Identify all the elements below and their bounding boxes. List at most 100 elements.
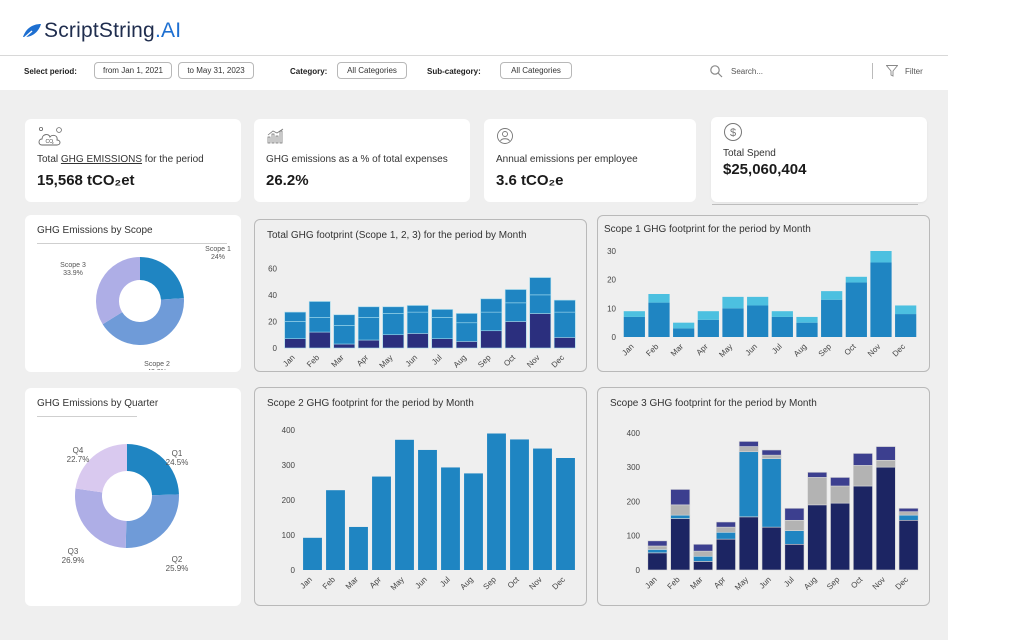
x-tick-label: Dec — [894, 575, 910, 591]
donut-slice-scope-1 — [140, 257, 184, 300]
bar-may-s2 — [738, 451, 759, 518]
bar-may-s4 — [738, 441, 759, 447]
panel-by-scope: GHG Emissions by Scope Scope 1 24% Scope 2… — [25, 215, 241, 372]
bar-aug-s4 — [807, 471, 828, 478]
bar-dec-s3 — [898, 511, 919, 516]
bar-aug-s1 — [455, 341, 478, 349]
dollar-icon: $ — [724, 123, 742, 141]
y-tick-label: 0 — [636, 566, 641, 575]
kpi-pct-expenses-value: 26.2% — [266, 172, 309, 189]
x-tick-label: Apr — [712, 575, 727, 590]
x-tick-label: Jul — [430, 353, 444, 367]
period-to-field[interactable]: to May 31, 2023 — [178, 62, 254, 79]
bar-may-s3 — [738, 446, 759, 453]
search-input[interactable]: Search... — [731, 67, 764, 76]
x-tick-label: May — [733, 575, 750, 592]
donut-slice-q3 — [75, 488, 127, 548]
x-tick-label: Jun — [404, 353, 419, 368]
donut-pct-label: 26.9% — [62, 556, 85, 565]
y-tick-label: 200 — [282, 496, 296, 505]
y-tick-label: 30 — [607, 247, 616, 256]
bar-oct-s1 — [845, 282, 867, 337]
bar-apr-s1 — [357, 339, 380, 349]
donut-label: Q3 — [68, 547, 79, 556]
y-tick-label: 300 — [282, 461, 296, 470]
x-tick-label: Jul — [782, 575, 796, 589]
bar-aug-s3 — [807, 477, 828, 506]
bar-jun-s1 — [406, 333, 429, 349]
bar-sep-s2 — [821, 291, 843, 300]
x-tick-label: Jul — [770, 342, 784, 356]
x-tick-label: Aug — [452, 353, 468, 369]
y-tick-label: 100 — [282, 531, 296, 540]
donut-pct-label: 24% — [211, 254, 225, 261]
donut-label: Q2 — [172, 555, 183, 564]
ghg-emissions-link[interactable]: GHG EMISSIONS — [60, 154, 143, 165]
x-tick-label: Apr — [368, 575, 383, 590]
bar-jul-s1 — [441, 467, 460, 570]
x-tick-label: Nov — [525, 353, 541, 369]
y-tick-label: 0 — [612, 333, 617, 342]
x-tick-label: Nov — [866, 342, 882, 358]
x-tick-label: Oct — [506, 575, 522, 591]
bar-jun-s3 — [406, 305, 429, 313]
y-tick-label: 20 — [607, 276, 616, 285]
panel-rule — [37, 416, 137, 417]
bar-apr-s2 — [716, 531, 736, 540]
x-tick-label: Feb — [644, 342, 661, 359]
kpi-total-emissions-label: Total GHG EMISSIONS for the period — [37, 154, 204, 165]
bar-apr-s2 — [697, 311, 719, 320]
bar-dec-s3 — [553, 299, 576, 313]
x-tick-label: Dec — [550, 575, 566, 591]
bar-jan-s3 — [647, 545, 668, 550]
bar-feb-s1 — [648, 302, 670, 337]
donut-pct-label: 25.9% — [166, 564, 189, 573]
period-from-field[interactable]: from Jan 1, 2021 — [94, 62, 172, 79]
bar-aug-s1 — [807, 504, 828, 571]
bar-jun-s2 — [406, 311, 429, 334]
period-label: Select period: — [24, 67, 77, 76]
x-tick-label: Dec — [550, 353, 566, 369]
x-tick-label: Oct — [502, 353, 518, 369]
y-tick-label: 300 — [627, 463, 641, 472]
bar-mar-s3 — [693, 550, 713, 557]
kpi-pct-expenses: GHG emissions as a % of total expenses 2… — [254, 119, 470, 202]
bar-feb-s1 — [670, 518, 691, 571]
donut-pct-label: 33.9% — [63, 270, 83, 277]
category-select[interactable]: All Categories — [337, 62, 407, 79]
bar-jan-s1 — [647, 552, 668, 571]
x-tick-label: Sep — [825, 575, 842, 592]
bar-dec-s4 — [898, 507, 919, 513]
svg-text:$: $ — [730, 127, 736, 139]
bar-oct-s1 — [853, 485, 873, 571]
subcategory-label: Sub-category: — [427, 67, 481, 76]
filter-funnel-icon[interactable] — [886, 65, 898, 77]
y-tick-label: 100 — [627, 532, 641, 541]
bar-dec-s1 — [556, 458, 575, 570]
bar-feb-s3 — [308, 301, 331, 318]
scope1-monthly-chart: 0 10 20 30 Jan Feb Mar Apr May Jun Jul Aug Sep Oct Nov… — [607, 247, 917, 359]
bar-dec-s2 — [898, 514, 919, 521]
total-monthly-chart: 0 20 40 60 Jan Feb Mar Apr May Jun Jul Aug Sep Oct Nov… — [268, 264, 576, 370]
bar-jun-s2 — [761, 458, 782, 528]
panel-scope1-monthly-title: Scope 1 GHG footprint for the period by … — [604, 224, 811, 235]
bar-oct-s3 — [853, 465, 873, 487]
x-tick-label: Aug — [802, 575, 818, 591]
bar-mar-s2 — [693, 555, 713, 562]
subcategory-select[interactable]: All Categories — [500, 62, 572, 79]
bar-mar-s4 — [693, 543, 713, 552]
bar-sep-s3 — [830, 485, 850, 504]
panel-scope2-monthly-title: Scope 2 GHG footprint for the period by … — [267, 398, 474, 409]
bar-aug-s1 — [464, 473, 483, 570]
leaf-logo-icon — [23, 24, 41, 39]
search-icon[interactable] — [709, 64, 723, 78]
bar-apr-s3 — [716, 526, 736, 533]
brand-logo[interactable]: ScriptString.AI — [22, 16, 181, 46]
panel-rule — [37, 243, 227, 244]
bar-nov-s3 — [875, 459, 896, 468]
panel-scope1-monthly: Scope 1 GHG footprint for the period by … — [597, 215, 930, 372]
filter-button[interactable]: Filter — [905, 67, 923, 76]
bar-apr-s2 — [357, 317, 380, 341]
kpi-underline — [712, 204, 918, 205]
y-tick-label: 0 — [291, 566, 296, 575]
